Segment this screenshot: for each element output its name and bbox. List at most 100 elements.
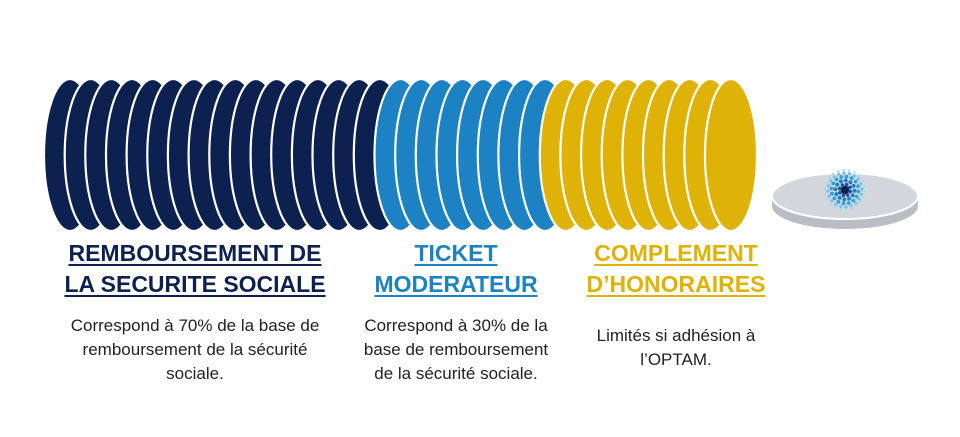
eye-logo-dot bbox=[847, 172, 851, 176]
eye-logo-dot bbox=[831, 172, 835, 176]
eye-logo-dot bbox=[846, 201, 851, 205]
eye-logo-dot bbox=[856, 177, 860, 181]
eye-logo-dot bbox=[862, 195, 865, 199]
heading-ticket-moderateur: TICKET MODERATEUR bbox=[342, 238, 570, 300]
eye-logo-dot bbox=[836, 170, 840, 173]
eye-logo-dot bbox=[844, 205, 848, 209]
desc-securite-sociale-line3: sociale. bbox=[166, 364, 224, 383]
eye-logo-dot bbox=[827, 194, 831, 198]
eye-logo-dot bbox=[837, 172, 841, 176]
eye-logo-dot bbox=[853, 171, 856, 174]
desc-ticket-moderateur-line3: de la sécurité sociale. bbox=[374, 364, 538, 383]
eye-logo-dot bbox=[840, 185, 850, 195]
eye-logo-dot bbox=[848, 169, 851, 172]
heading-complement-honoraires-line2: D’HONORAIRES bbox=[586, 271, 766, 297]
eye-logo-dot bbox=[863, 184, 866, 187]
eye-logo-dot bbox=[839, 208, 842, 211]
eye-logo-dot bbox=[848, 189, 853, 194]
section-complement-honoraires: COMPLEMENT D’HONORAIRES Limités si adhés… bbox=[570, 238, 782, 372]
eye-logo-dot bbox=[844, 174, 849, 179]
eye-logo-dot bbox=[845, 208, 848, 212]
eye-logo-dot bbox=[829, 202, 832, 206]
eye-iris-logo-icon bbox=[823, 168, 867, 212]
eye-logo-dot bbox=[830, 199, 834, 203]
eye-logo-dot bbox=[848, 180, 853, 185]
eye-logo-dot bbox=[832, 196, 837, 201]
heading-complement-honoraires-line1: COMPLEMENT bbox=[594, 240, 758, 266]
eye-logo-dot bbox=[837, 186, 842, 191]
eye-logo-dot bbox=[842, 171, 846, 175]
eye-logo-dot bbox=[833, 187, 838, 192]
eye-logo-dot bbox=[852, 188, 857, 193]
eye-logo-dot bbox=[850, 207, 854, 210]
heading-ticket-moderateur-line2: MODERATEUR bbox=[374, 271, 538, 297]
eye-logo-dot bbox=[854, 201, 858, 205]
eye-logo-dot bbox=[841, 201, 846, 206]
eye-logo-dot bbox=[854, 194, 859, 199]
eye-logo-dot bbox=[849, 176, 854, 181]
eye-logo-dot bbox=[855, 204, 859, 208]
desc-securite-sociale-line1: Correspond à 70% de la base de bbox=[70, 316, 320, 335]
eye-logo-dot bbox=[834, 206, 837, 209]
heading-securite-sociale-line1: REMBOURSEMENT DE bbox=[68, 240, 322, 266]
eye-logo-dot bbox=[826, 198, 829, 201]
single-grey-coin bbox=[771, 168, 919, 229]
eye-logo-dot bbox=[823, 187, 827, 190]
eye-logo-dot bbox=[859, 182, 863, 186]
eye-logo-dot bbox=[835, 182, 840, 187]
eye-logo-dot bbox=[848, 185, 852, 190]
eye-logo-dot bbox=[836, 199, 841, 204]
eye-logo-dot bbox=[856, 189, 861, 194]
desc-complement-honoraires: Limités si adhésion à l’OPTAM. bbox=[570, 324, 782, 372]
eye-logo-dot bbox=[849, 204, 853, 208]
eye-logo-dot bbox=[838, 179, 843, 184]
eye-logo-dot bbox=[842, 168, 845, 172]
eye-logo-dot bbox=[851, 183, 856, 188]
eye-logo-dot bbox=[837, 195, 842, 200]
eye-logo-dot bbox=[860, 187, 864, 191]
desc-ticket-moderateur: Correspond à 30% de la base de rembourse… bbox=[342, 314, 570, 386]
eye-logo-dot bbox=[857, 197, 861, 201]
eye-logo-dot bbox=[843, 178, 848, 183]
eye-logo-dot bbox=[844, 182, 849, 187]
eye-logo-dot bbox=[830, 191, 834, 196]
eye-logo-dot bbox=[863, 190, 867, 193]
eye-logo-dot bbox=[826, 189, 830, 193]
coin-gold-9 bbox=[703, 77, 759, 233]
eye-logo-dot bbox=[829, 186, 834, 191]
eye-logo-dot bbox=[845, 193, 850, 197]
eye-logo-dot bbox=[850, 193, 855, 198]
section-securite-sociale: REMBOURSEMENT DE LA SECURITE SOCIALE Cor… bbox=[40, 238, 350, 386]
eye-logo-dot bbox=[847, 196, 852, 201]
heading-securite-sociale: REMBOURSEMENT DE LA SECURITE SOCIALE bbox=[40, 238, 350, 300]
eye-logo-dot bbox=[831, 181, 836, 186]
eye-logo-dot bbox=[839, 204, 843, 208]
eye-logo-dot bbox=[841, 193, 846, 198]
desc-securite-sociale-line2: remboursement de la sécurité bbox=[82, 340, 308, 359]
eye-logo-dot bbox=[859, 200, 863, 204]
desc-complement-honoraires-line1: Limités si adhésion à bbox=[596, 326, 756, 345]
eye-logo-dot bbox=[861, 179, 864, 182]
desc-complement-honoraires-line2: l’OPTAM. bbox=[640, 350, 712, 369]
eye-logo-dot bbox=[838, 190, 842, 195]
eye-logo-dot bbox=[852, 174, 856, 178]
section-ticket-moderateur: TICKET MODERATEUR Correspond à 30% de la… bbox=[342, 238, 570, 386]
eye-logo-dot bbox=[834, 177, 839, 182]
eye-logo-dot bbox=[842, 197, 847, 202]
eye-logo-dot bbox=[825, 181, 828, 185]
desc-securite-sociale: Correspond à 70% de la base de rembourse… bbox=[40, 314, 350, 386]
eye-logo-dot bbox=[853, 179, 858, 184]
eye-logo-dot bbox=[832, 175, 836, 179]
eye-logo-dot bbox=[858, 174, 861, 178]
heading-complement-honoraires: COMPLEMENT D’HONORAIRES bbox=[570, 238, 782, 300]
eye-logo-dot bbox=[827, 184, 831, 188]
coin-stack bbox=[42, 77, 759, 233]
desc-ticket-moderateur-line2: base de remboursement bbox=[363, 340, 549, 359]
heading-securite-sociale-line2: LA SECURITE SOCIALE bbox=[64, 271, 326, 297]
eye-logo-dot bbox=[839, 175, 844, 179]
eye-logo-dot bbox=[824, 193, 827, 196]
eye-logo-dot bbox=[829, 179, 833, 183]
eye-logo-dot bbox=[834, 192, 839, 197]
eye-logo-dot bbox=[851, 198, 856, 203]
